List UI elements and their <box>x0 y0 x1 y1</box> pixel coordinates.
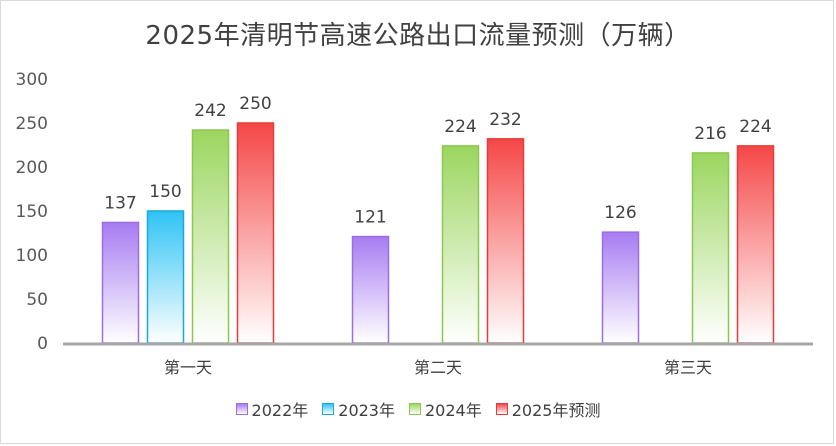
bar-2022年-第三天 <box>601 231 640 344</box>
bar-2023年-第一天 <box>146 210 185 344</box>
y-tick-label: 50 <box>26 290 48 310</box>
x-tick-label: 第一天 <box>164 358 212 377</box>
bar-2022年-第一天 <box>101 221 140 344</box>
legend-item: 2025年预测 <box>495 397 601 421</box>
data-label: 216 <box>694 124 726 144</box>
y-tick-label: 250 <box>16 114 48 134</box>
bar-2024年-第一天 <box>191 129 230 344</box>
data-label: 121 <box>354 208 386 228</box>
bar-2022年-第二天 <box>351 235 390 344</box>
legend-item: 2024年 <box>409 397 482 421</box>
data-label: 137 <box>104 193 136 213</box>
legend-swatch <box>495 403 508 415</box>
data-label: 126 <box>604 203 636 223</box>
bar-2025年预测-第一天 <box>236 122 275 344</box>
y-tick-label: 300 <box>16 70 48 90</box>
bar-2024年-第三天 <box>691 152 730 344</box>
legend: 2022年 2023年 2024年 2025年预测 <box>1 397 835 421</box>
data-label: 150 <box>149 182 181 202</box>
x-tick-label: 第二天 <box>414 358 462 377</box>
y-tick-label: 200 <box>16 158 48 178</box>
bars-group <box>101 122 775 344</box>
legend-swatch <box>322 403 335 415</box>
legend-item: 2022年 <box>235 397 309 421</box>
legend-swatch <box>409 403 421 415</box>
y-tick-label: 0 <box>37 334 48 354</box>
data-label: 242 <box>194 101 226 121</box>
legend-item: 2023年 <box>322 397 395 421</box>
legend-swatch <box>235 403 248 415</box>
x-axis-ticks: 第一天 第二天 第三天 <box>164 358 712 377</box>
data-label: 224 <box>444 117 476 137</box>
legend-label: 2025年预测 <box>511 401 601 420</box>
x-tick-label: 第三天 <box>664 358 712 377</box>
legend-label: 2022年 <box>251 401 309 420</box>
legend-label: 2024年 <box>425 401 482 420</box>
data-label: 232 <box>489 110 521 130</box>
bar-2024年-第二天 <box>441 145 480 344</box>
y-tick-label: 100 <box>16 246 48 266</box>
y-axis-ticks: 0 50 100 150 200 250 300 <box>16 70 48 354</box>
data-label: 224 <box>739 117 771 137</box>
bar-2025年预测-第二天 <box>486 138 525 344</box>
data-labels-group: 137 150 242 250 121 224 232 126 216 224 <box>104 94 771 228</box>
legend-label: 2023年 <box>338 401 395 420</box>
y-tick-label: 150 <box>16 202 48 222</box>
chart-title: 2025年清明节高速公路出口流量预测（万辆） <box>145 21 691 51</box>
data-label: 250 <box>239 94 271 114</box>
bar-2025年预测-第三天 <box>736 145 775 344</box>
